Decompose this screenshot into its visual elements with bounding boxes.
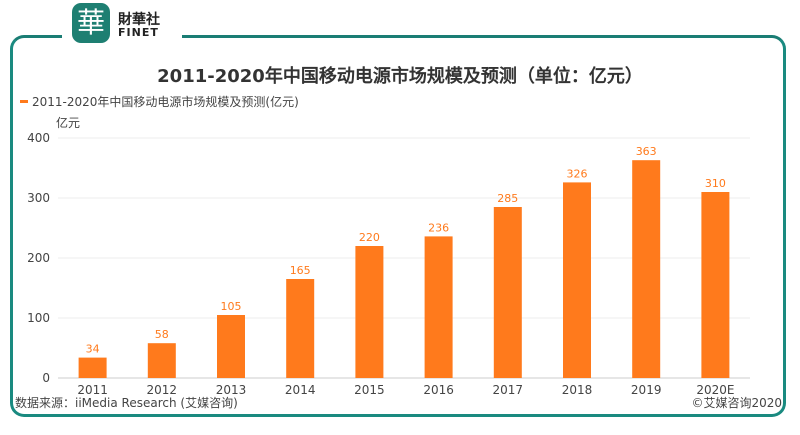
data-label: 165 [290,264,311,277]
legend-swatch [20,100,28,103]
x-tick-label: 2014 [285,383,316,397]
data-label: 363 [636,145,657,158]
data-label: 34 [86,343,100,356]
legend-label: 2011-2020年中国移动电源市场规模及预测(亿元) [32,95,299,109]
x-tick-label: 2012 [147,383,178,397]
bar [632,160,661,378]
y-tick-label: 100 [27,311,50,325]
bar [355,246,384,378]
y-axis-label: 亿元 [56,116,81,130]
data-label: 220 [359,231,380,244]
data-label: 105 [221,300,242,313]
logo-name-en: FINET [118,26,159,39]
bar [424,236,453,378]
x-tick-label: 2017 [493,383,524,397]
source-note: 数据来源：iiMedia Research (艾媒咨询) [15,396,238,410]
y-tick-label: 0 [42,371,50,385]
chart-title: 2011-2020年中国移动电源市场规模及预测（单位：亿元） [157,66,643,87]
x-tick-label: 2018 [562,383,593,397]
data-label: 58 [155,328,169,341]
bar [286,279,315,378]
x-tick-label: 2013 [216,383,247,397]
bar [563,182,591,378]
bar [147,343,176,378]
logo-name-cn: 財華社 [118,12,160,28]
bar [217,315,245,378]
data-label: 310 [705,177,726,190]
x-tick-label: 2015 [354,383,385,397]
x-tick-label: 2011 [77,383,108,397]
bar [493,207,522,378]
y-tick-label: 300 [27,191,50,205]
y-tick-label: 200 [27,251,50,265]
data-label: 285 [497,192,518,205]
copyright: ©艾媒咨询2020 [691,396,782,410]
bar [78,357,107,378]
data-label: 236 [428,221,449,234]
logo-mark-icon: 華 [72,3,110,43]
legend: 2011-2020年中国移动电源市场规模及预测(亿元) [20,93,299,110]
chart-frame [10,35,786,417]
x-tick-label: 2016 [423,383,454,397]
x-tick-label: 2019 [631,383,662,397]
x-tick-label: 2020E [696,383,734,397]
bar [701,192,730,378]
y-tick-label: 400 [27,131,50,145]
data-label: 326 [567,167,588,180]
